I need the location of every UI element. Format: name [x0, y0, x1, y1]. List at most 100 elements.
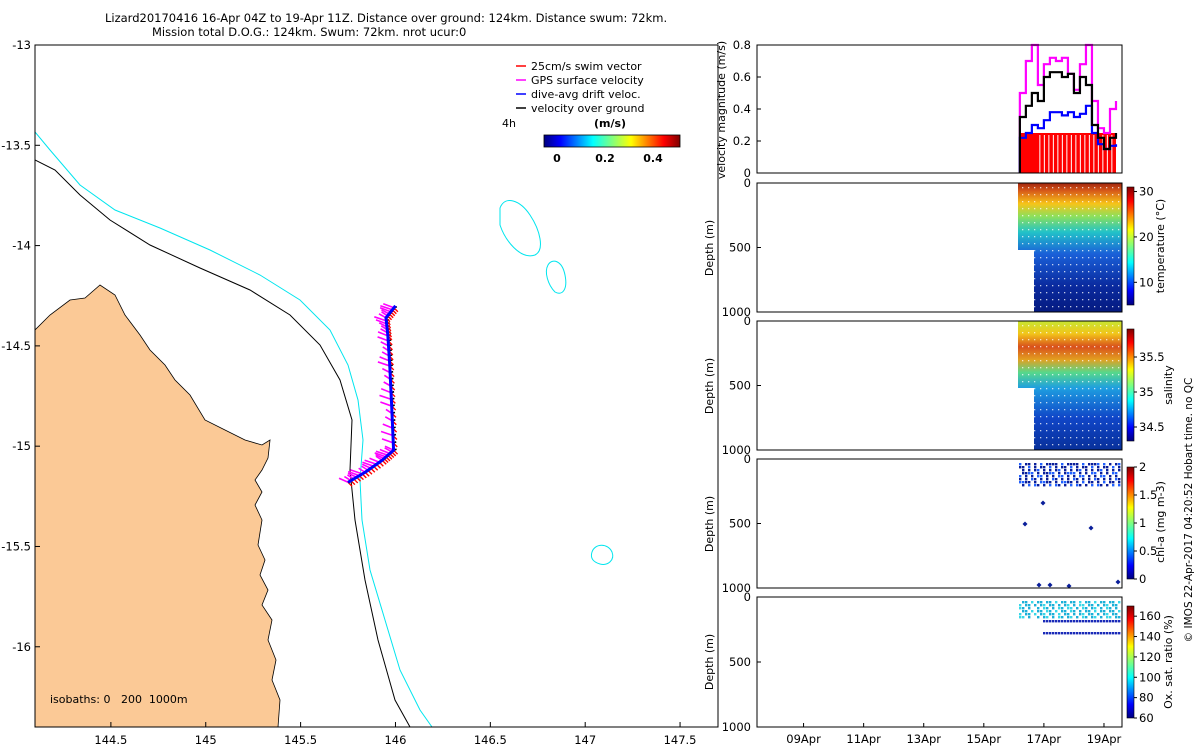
sample-dot	[1106, 285, 1108, 287]
sample-dot	[1088, 395, 1090, 397]
sample-dot	[1034, 367, 1036, 369]
chl-sample-dot	[1043, 466, 1046, 469]
sample-dot	[1106, 423, 1108, 425]
sample-dot	[1034, 243, 1036, 245]
sample-dot	[1082, 236, 1084, 238]
sample-dot	[1058, 278, 1060, 280]
chl-sample-dot	[1022, 484, 1025, 487]
chl-sample-dot	[1118, 466, 1121, 469]
chl-sample-dot	[1025, 463, 1028, 466]
oxygen-sample-dot	[1064, 604, 1067, 607]
oxygen-sample-dot	[1091, 632, 1094, 635]
sample-dot	[1088, 257, 1090, 259]
oxygen-sample-dot	[1061, 632, 1064, 635]
sample-dot	[1112, 374, 1114, 376]
chl-colorbar-ticks: 2 1.5 1 0.5 0	[1134, 460, 1157, 586]
y-tick-label: 1000	[722, 581, 751, 595]
sample-dot	[1052, 194, 1054, 196]
sample-dot	[1088, 360, 1090, 362]
sample-dot	[1040, 292, 1042, 294]
sample-dot	[1112, 187, 1114, 189]
chl-sample-dot	[1079, 469, 1082, 472]
oxygen-sample-dot	[1082, 604, 1085, 607]
sample-dot	[1112, 229, 1114, 231]
oxygen-sample-dot	[1118, 632, 1121, 635]
chl-sample-dot	[1040, 500, 1046, 506]
gps-velocity-vector	[380, 430, 394, 437]
sample-dot	[1106, 208, 1108, 210]
sample-dot	[1112, 208, 1114, 210]
sample-dot	[1070, 430, 1072, 432]
salinity-panel: 0 500 1000 Depth (m) 35.5 35 34.5 salinity	[703, 314, 1175, 457]
sample-dot	[1022, 208, 1024, 210]
sample-dot	[1052, 381, 1054, 383]
chl-sample-dot	[1055, 466, 1058, 469]
chl-sample-dot	[1076, 469, 1079, 472]
gps-velocity-vector	[379, 394, 392, 401]
sample-dot	[1070, 339, 1072, 341]
chl-sample-dot	[1088, 463, 1091, 466]
sample-dot	[1082, 437, 1084, 439]
oxygen-sample-dot	[1085, 607, 1088, 610]
oxygen-sample-dot	[1109, 610, 1112, 613]
sample-dot	[1118, 236, 1120, 238]
sample-dot	[1118, 243, 1120, 245]
sample-dot	[1052, 306, 1054, 308]
oxygen-sample-dot	[1067, 613, 1070, 616]
sample-dot	[1058, 299, 1060, 301]
sample-dot	[1082, 208, 1084, 210]
chl-sample-dot	[1040, 475, 1043, 478]
oxygen-sample-dot	[1076, 616, 1079, 619]
sample-dot	[1088, 299, 1090, 301]
x-tick-label: 146	[384, 733, 406, 747]
sample-dot	[1076, 325, 1078, 327]
sample-dot	[1100, 388, 1102, 390]
sample-dot	[1106, 395, 1108, 397]
colorbar-tick-label: 30	[1139, 185, 1154, 199]
oxygen-sample-dot	[1085, 601, 1088, 604]
sample-dot	[1112, 222, 1114, 224]
sample-dot	[1070, 215, 1072, 217]
gps-velocity-vector	[347, 470, 360, 477]
chl-sample-dot	[1094, 472, 1097, 475]
colorbar-tick-label: 160	[1139, 609, 1161, 623]
land-polygon	[35, 284, 281, 727]
chl-sample-dot	[1082, 478, 1085, 481]
sample-dot	[1100, 402, 1102, 404]
sample-dot	[1064, 194, 1066, 196]
sample-dot	[1088, 229, 1090, 231]
sample-dot	[1040, 402, 1042, 404]
sample-dot	[1022, 353, 1024, 355]
sample-dot	[1094, 187, 1096, 189]
sample-dot	[1052, 444, 1054, 446]
sample-dot	[1118, 437, 1120, 439]
gps-velocity-vector	[380, 305, 393, 311]
colorbar-title: (m/s)	[594, 117, 626, 130]
sample-dot	[1046, 306, 1048, 308]
sample-dot	[1100, 222, 1102, 224]
sample-dot	[1076, 332, 1078, 334]
chl-sample-dot	[1043, 469, 1046, 472]
time-axis: 09Apr 11Apr 13Apr 15Apr 17Apr 19Apr	[786, 723, 1122, 746]
sample-dot	[1076, 367, 1078, 369]
sample-dot	[1088, 332, 1090, 334]
y-tick-label: 0.4	[733, 102, 751, 116]
oxygen-sample-dot	[1103, 601, 1106, 604]
chl-sample-dot	[1112, 484, 1115, 487]
sample-dot	[1070, 402, 1072, 404]
legend-entry-ground: velocity over ground	[531, 102, 644, 115]
oxygen-sample-dot	[1037, 607, 1040, 610]
sample-dot	[1046, 437, 1048, 439]
sample-dot	[1088, 278, 1090, 280]
isobath-note: isobaths: 0 200 1000m	[50, 693, 188, 706]
sample-dot	[1070, 278, 1072, 280]
sample-dot	[1040, 388, 1042, 390]
sample-dot	[1106, 332, 1108, 334]
sample-dot	[1028, 243, 1030, 245]
sample-dot	[1094, 299, 1096, 301]
chl-sample-dot	[1091, 481, 1094, 484]
sample-dot	[1082, 416, 1084, 418]
oxygen-sample-dot	[1046, 601, 1049, 604]
chl-sample-dot	[1028, 469, 1031, 472]
sample-dot	[1046, 339, 1048, 341]
